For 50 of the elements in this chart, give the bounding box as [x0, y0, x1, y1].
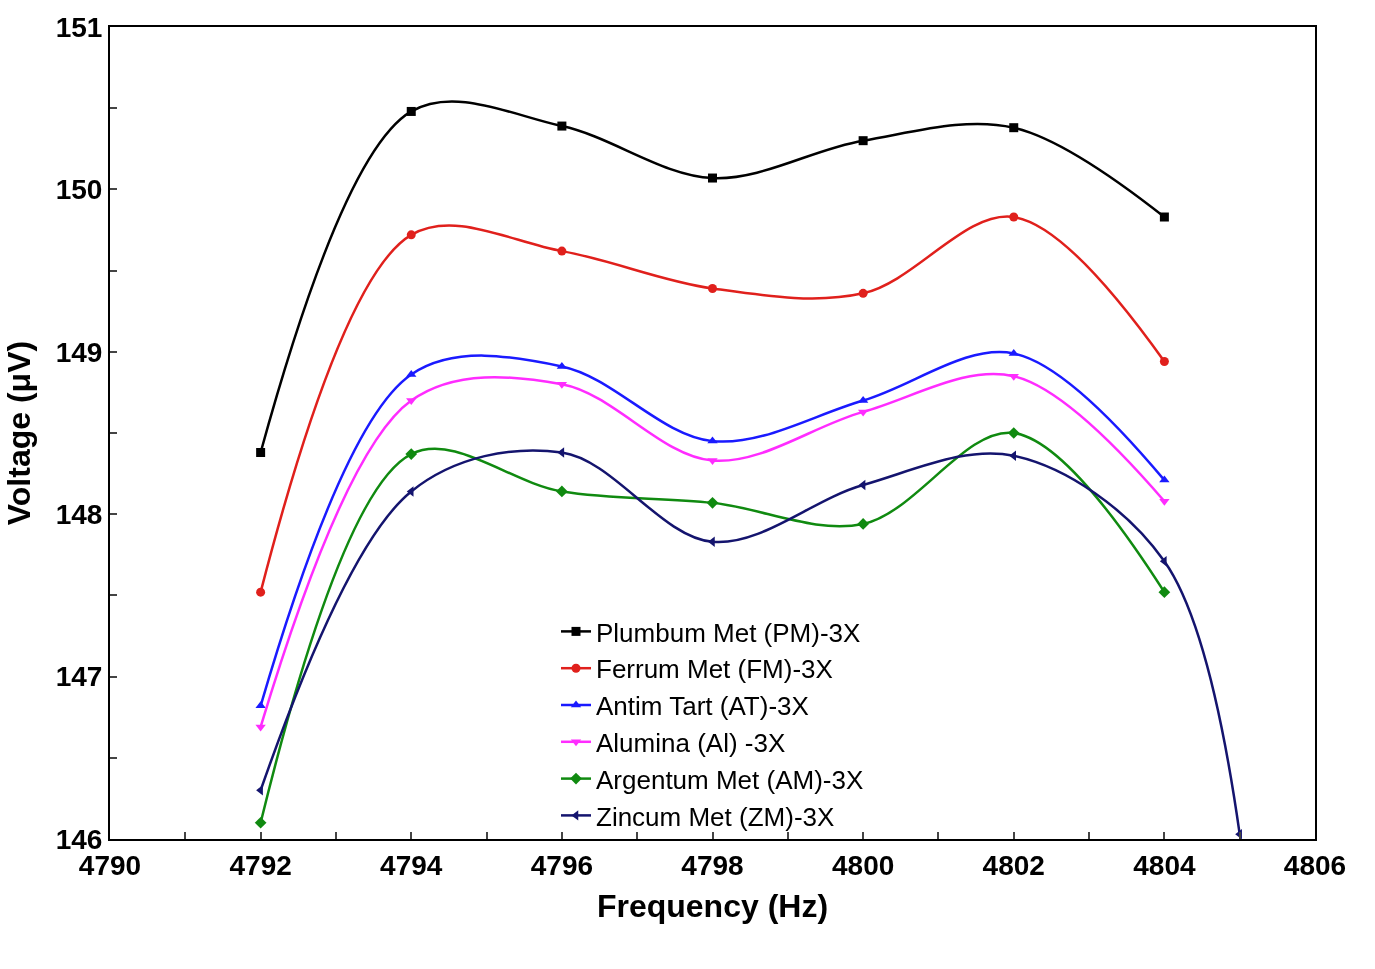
point	[557, 447, 565, 458]
x-tick-label: 4796	[530, 849, 594, 881]
x-tick-label: 4806	[1283, 849, 1347, 881]
point	[706, 496, 719, 509]
point	[1159, 498, 1170, 506]
point	[707, 458, 718, 466]
point	[557, 246, 567, 256]
x-axis-title: Frequency (Hz)	[596, 888, 829, 924]
point	[1158, 586, 1171, 598]
y-axis-title: Voltage (μV)	[1, 340, 38, 526]
point	[406, 486, 414, 497]
y-tick-label: 151	[55, 11, 103, 43]
point	[858, 288, 868, 298]
point	[708, 173, 717, 183]
legend-label: Zincum Met (ZM)-3X	[596, 801, 835, 832]
x-tick-label: 4802	[982, 849, 1045, 881]
point	[857, 518, 869, 530]
point	[1009, 123, 1019, 133]
x-tick-label: 4800	[831, 849, 895, 881]
point	[1159, 212, 1169, 222]
legend-label: Ferrum Met (FM)-3X	[596, 654, 833, 685]
point	[1159, 556, 1167, 567]
point	[406, 230, 416, 240]
point	[1008, 373, 1019, 381]
point	[556, 485, 568, 498]
y-tick-label: 150	[55, 174, 103, 206]
y-tick-label: 149	[55, 336, 103, 368]
x-tick-label: 4804	[1133, 849, 1196, 881]
point	[405, 448, 418, 460]
legend-label: Plumbum Met (PM)-3X	[596, 617, 861, 648]
point	[1008, 348, 1019, 356]
legend-label: Argentum Met (AM)-3X	[596, 764, 864, 795]
x-tick-label: 4798	[681, 849, 744, 881]
y-tick-label: 148	[55, 499, 103, 530]
point	[406, 398, 417, 406]
point	[254, 816, 267, 829]
legend-label: Antim Tart (AT)-3X	[596, 691, 809, 722]
point	[858, 136, 868, 146]
point	[256, 447, 266, 457]
point	[1159, 357, 1169, 367]
point	[557, 121, 567, 131]
point	[255, 701, 266, 709]
x-tick-label: 4792	[229, 849, 292, 881]
point	[256, 587, 266, 597]
point	[1009, 212, 1019, 222]
x-tick-label: 4794	[380, 849, 443, 881]
point	[406, 106, 416, 116]
point	[708, 283, 717, 293]
y-tick-label: 147	[55, 661, 103, 693]
legend-label: Alumina (Al) -3X	[596, 727, 786, 758]
